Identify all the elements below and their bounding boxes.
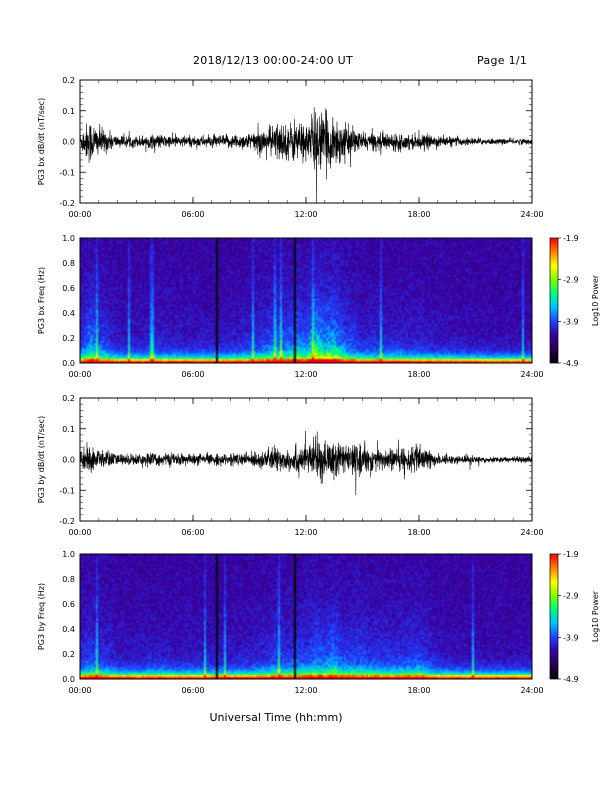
y-tick-label: -0.1 — [59, 486, 75, 495]
plot-frame — [79, 79, 533, 204]
x-tick-label: 12:00 — [294, 370, 317, 379]
x-tick-label: 00:00 — [68, 686, 91, 695]
y-tick-label: 0.2 — [62, 394, 75, 403]
y-tick-label: 0.1 — [62, 107, 75, 116]
y-tick-label: -0.1 — [59, 168, 75, 177]
plot-frame — [79, 553, 533, 680]
y-axis-label: PG3 bx dB/dt (nT/sec) — [37, 98, 46, 185]
y-tick-label: 0.6 — [62, 284, 75, 293]
x-tick-label: 18:00 — [407, 370, 430, 379]
panel-4: 00:00 06:00 12:00 18:00 24:00 1.0 0.8 0.6 0.4 0.2… — [37, 550, 600, 695]
colorbar-tick-label: -3.9 — [563, 317, 579, 326]
signal-trace — [79, 107, 533, 204]
x-tick-label: 12:00 — [294, 686, 317, 695]
colorbar-tick-label: -4.9 — [563, 675, 579, 684]
x-tick-label: 24:00 — [520, 370, 543, 379]
y-axis-label: PG3 bx Freq (Hz) — [37, 267, 46, 334]
signal-trace — [79, 430, 533, 496]
y-tick-label: 0.2 — [62, 76, 75, 85]
colorbar-tick-label: -3.9 — [563, 633, 579, 642]
y-tick-label: 0.8 — [62, 259, 75, 268]
x-tick-label: 06:00 — [181, 210, 204, 219]
colorbar — [549, 237, 559, 364]
y-tick-label: 0.6 — [62, 600, 75, 609]
colorbar-tick-label: -2.9 — [563, 592, 579, 601]
x-tick-label: 24:00 — [520, 686, 543, 695]
x-tick-label: 12:00 — [294, 528, 317, 537]
x-tick-label: 18:00 — [407, 686, 430, 695]
x-tick-label: 24:00 — [520, 210, 543, 219]
x-tick-label: 00:00 — [68, 210, 91, 219]
spectrogram-image — [80, 554, 532, 679]
y-tick-label: 0.4 — [62, 309, 75, 318]
colorbar-tick-label: -2.9 — [563, 276, 579, 285]
x-tick-label: 06:00 — [181, 370, 204, 379]
y-tick-label: 0.0 — [62, 359, 75, 368]
y-tick-label: 0.2 — [62, 334, 75, 343]
y-tick-label: 0.2 — [62, 650, 75, 659]
colorbar-tick-label: -1.9 — [563, 234, 579, 243]
x-tick-label: 00:00 — [68, 528, 91, 537]
x-tick-label: 06:00 — [181, 686, 204, 695]
colorbar-label: Log10 Power — [591, 590, 600, 642]
plot-frame — [79, 237, 533, 364]
plot-frame — [79, 397, 533, 522]
y-tick-label: -0.2 — [59, 517, 75, 526]
colorbar-tick-label: -4.9 — [563, 359, 579, 368]
x-tick-label: 24:00 — [520, 528, 543, 537]
panel-2: 00:00 06:00 12:00 18:00 24:00 1.0 0.8 0.6 0.4 0.2… — [37, 234, 600, 379]
x-tick-label: 06:00 — [181, 528, 204, 537]
y-axis-label: PG3 by Freq (Hz) — [37, 583, 46, 650]
y-tick-label: 0.0 — [62, 675, 75, 684]
y-tick-label: 0.8 — [62, 575, 75, 584]
y-tick-label: 1.0 — [62, 234, 75, 243]
spectrogram-image — [80, 238, 532, 363]
x-tick-label: 12:00 — [294, 210, 317, 219]
y-tick-label: 1.0 — [62, 550, 75, 559]
colorbar-label: Log10 Power — [591, 274, 600, 326]
date-range-title: 2018/12/13 00:00-24:00 UT — [193, 54, 354, 67]
y-tick-label: -0.2 — [59, 199, 75, 208]
x-axis-label: Universal Time (hh:mm) — [209, 711, 343, 724]
x-tick-label: 18:00 — [407, 528, 430, 537]
panel-3: 00:00 06:00 12:00 18:00 24:00 0.2 0.1 0.0 -0.1 -0… — [37, 394, 544, 537]
page-indicator: Page 1/1 — [477, 54, 528, 67]
colorbar — [549, 553, 559, 680]
y-tick-label: 0.1 — [62, 425, 75, 434]
y-axis-label: PG3 by dB/dt (nT/sec) — [37, 416, 46, 503]
x-tick-label: 00:00 — [68, 370, 91, 379]
y-tick-label: 0.0 — [62, 138, 75, 147]
panel-1: 00:00 06:00 12:00 18:00 24:00 0.2 0.1 0.0 -0.1 -0… — [37, 76, 544, 219]
x-tick-label: 18:00 — [407, 210, 430, 219]
y-tick-label: 0.4 — [62, 625, 75, 634]
y-tick-label: 0.0 — [62, 456, 75, 465]
colorbar-tick-label: -1.9 — [563, 550, 579, 559]
